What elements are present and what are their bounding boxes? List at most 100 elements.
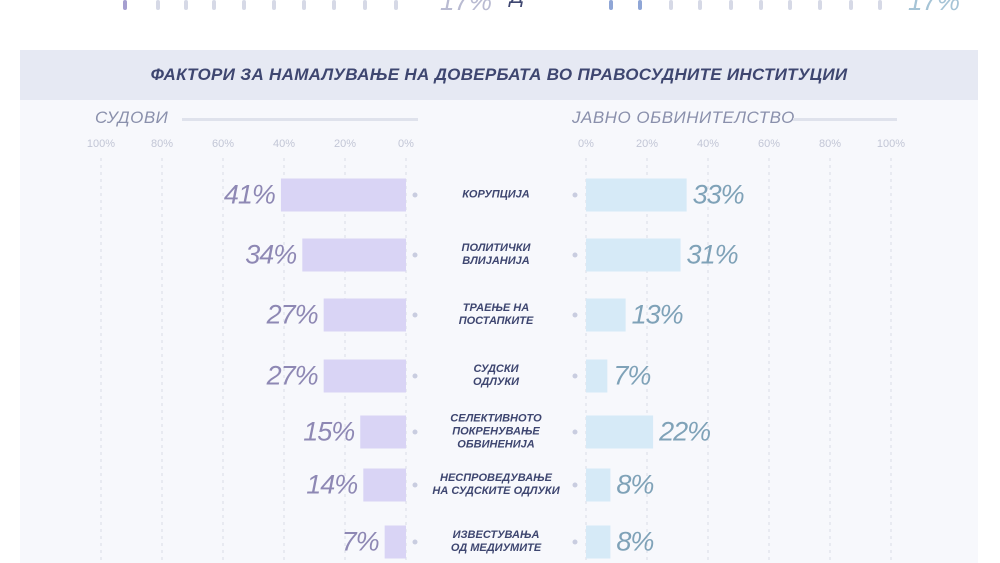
top-strip-mark	[394, 0, 398, 10]
right-axis-dot	[572, 539, 578, 545]
left-tick-label: 20%	[333, 138, 357, 150]
top-strip-mark	[212, 0, 216, 10]
left-axis-dot	[412, 312, 418, 318]
category-label-line: ВЛИЈАНИЈА	[462, 255, 530, 267]
courts-bar	[280, 178, 406, 212]
top-strip-mark	[729, 0, 733, 10]
top-right-value-label: 17%	[908, 0, 961, 16]
right-tick-label: 100%	[876, 138, 906, 150]
left-tick-label: 40%	[272, 138, 296, 150]
prosecution-value-label: 7%	[613, 360, 651, 391]
category-label: ИЗВЕСТУВАЊА ОД МЕДИУМИТЕ	[421, 529, 571, 555]
courts-value-label: 27%	[266, 360, 319, 391]
courts-bar	[360, 415, 406, 449]
courts-value-label: 15%	[303, 416, 355, 447]
top-strip-mark	[849, 0, 853, 10]
left-tick-label: 60%	[211, 138, 235, 150]
left-tick-label: 100%	[86, 138, 116, 150]
left-axis-dot	[412, 192, 418, 198]
prosecution-header-rule	[793, 118, 897, 121]
right-tick-label: 20%	[635, 138, 659, 150]
top-strip-mark	[698, 0, 702, 10]
category-label-line: ИЗВЕСТУВАЊА	[452, 529, 540, 541]
prosecution-bar	[586, 415, 654, 449]
prosecution-bar	[586, 468, 611, 502]
right-axis-dot	[572, 192, 578, 198]
courts-bar	[384, 525, 406, 559]
top-left-partial-label: Д	[510, 0, 524, 9]
top-strip-mark	[184, 0, 188, 10]
category-label-line: СУДСКИ	[473, 363, 519, 375]
prosecution-value-label: 8%	[616, 526, 654, 557]
left-axis-dot	[412, 429, 418, 435]
left-axis-dot	[412, 539, 418, 545]
chart-panel	[20, 50, 978, 563]
top-strip-mark	[363, 0, 367, 10]
left-axis-dot	[412, 373, 418, 379]
prosecution-bar	[586, 238, 681, 272]
category-label-line: ПОСТАПКИТЕ	[458, 315, 534, 327]
courts-bar	[363, 468, 406, 502]
prosecution-bar	[586, 359, 608, 393]
category-label-line: НЕСПРОВЕДУВАЊЕ	[440, 472, 552, 484]
top-strip-mark	[242, 0, 246, 10]
category-label: КОРУПЦИЈА	[421, 189, 571, 202]
right-tick-label: 60%	[757, 138, 781, 150]
prosecution-value-label: 13%	[631, 299, 684, 330]
top-strip-mark	[818, 0, 822, 10]
right-axis-dot	[572, 373, 578, 379]
category-label-line: НА СУДСКИТЕ ОДЛУКИ	[432, 485, 560, 497]
top-strip-mark	[609, 0, 613, 10]
courts-value-label: 34%	[245, 239, 297, 270]
right-axis-dot	[572, 482, 578, 488]
prosecution-value-label: 8%	[616, 469, 654, 500]
top-strip-mark	[272, 0, 276, 10]
top-strip-mark	[669, 0, 673, 10]
courts-value-label: 14%	[306, 469, 358, 500]
legend-courts-label: СУДОВИ	[95, 108, 169, 127]
courts-value-label: 41%	[223, 179, 276, 210]
courts-header-rule	[182, 118, 418, 121]
prosecution-value-label: 31%	[686, 239, 739, 270]
courts-value-label: 7%	[341, 526, 380, 557]
courts-bar	[323, 298, 406, 332]
courts-bar	[323, 359, 406, 393]
category-label-line: СЕЛЕКТИВНОТО	[450, 412, 542, 425]
category-label: ТРАЕЊЕ НА ПОСТАПКИТЕ	[421, 302, 571, 328]
category-label: ПОЛИТИЧКИ ВЛИЈАНИЈА	[421, 242, 571, 268]
prosecution-value-label: 22%	[659, 416, 711, 447]
top-left-value-label: 17%	[440, 0, 493, 16]
legend-prosecution-label: ЈАВНО ОБВИНИТЕЛСТВО	[572, 108, 795, 127]
top-strip-mark	[788, 0, 792, 10]
top-strip-mark	[759, 0, 763, 10]
prosecution-value-label: 33%	[692, 179, 745, 210]
left-tick-label: 80%	[150, 138, 174, 150]
category-label: НЕСПРОВЕДУВАЊЕ НА СУДСКИТЕ ОДЛУКИ	[421, 472, 571, 498]
top-strip-mark	[638, 0, 642, 10]
prosecution-bar	[586, 298, 626, 332]
right-axis-dot	[572, 429, 578, 435]
category-label: СУДСКИ ОДЛУКИ	[421, 363, 571, 389]
category-label-line: ОД МЕДИУМИТЕ	[450, 542, 542, 554]
chart-title: ФАКТОРИ ЗА НАМАЛУВАЊЕ НА ДОВЕРБАТА ВО ПР…	[150, 65, 848, 84]
right-axis-dot	[572, 252, 578, 258]
category-label-line: ТРАЕЊЕ НА	[462, 302, 530, 314]
category-label: СЕЛЕКТИВНОТО ПОКРЕНУВАЊЕ ОБВИНЕНИЈА	[421, 413, 571, 452]
courts-value-label: 27%	[266, 299, 319, 330]
left-axis-dot	[412, 482, 418, 488]
courts-bar	[302, 238, 406, 272]
top-fragment-strip	[123, 0, 882, 10]
right-tick-label: 80%	[818, 138, 842, 150]
title-band	[20, 50, 978, 100]
right-tick-label: 40%	[696, 138, 720, 150]
top-strip-mark	[302, 0, 306, 10]
category-label-line: КОРУПЦИЈА	[462, 188, 530, 201]
category-label-line: ПОЛИТИЧКИ	[461, 242, 531, 254]
category-label-line: ОДЛУКИ	[472, 376, 520, 388]
prosecution-bar	[586, 525, 611, 559]
category-label-line: ОБВИНЕНИЈА	[457, 438, 535, 451]
top-strip-mark	[123, 0, 127, 10]
top-strip-mark	[332, 0, 336, 10]
left-axis-dot	[412, 252, 418, 258]
